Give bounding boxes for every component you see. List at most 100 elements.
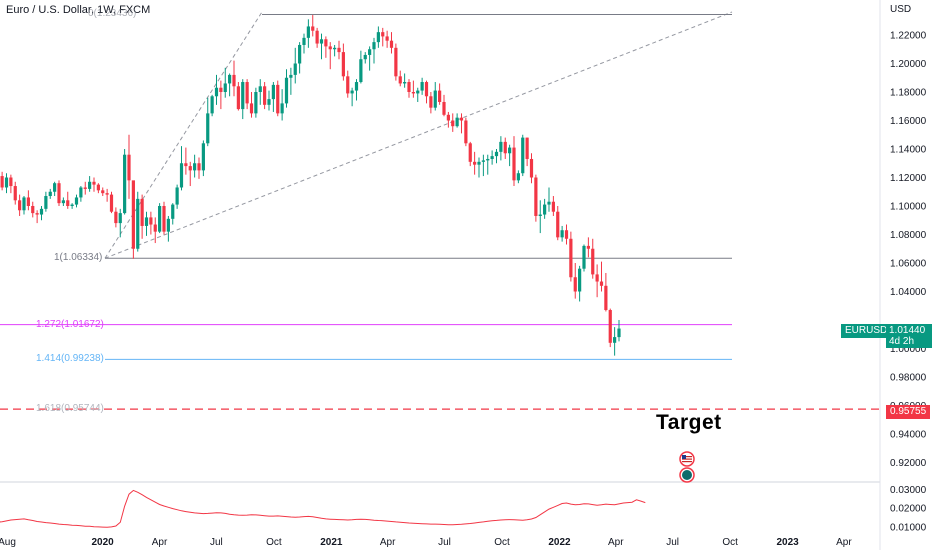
time-tick-label: Apr xyxy=(380,537,396,548)
candle xyxy=(223,67,227,98)
candle-body xyxy=(74,197,79,205)
candle-body xyxy=(114,211,118,224)
fib-level-label: 1.414(0.99238) xyxy=(36,353,104,365)
candle-body xyxy=(569,238,573,278)
candle-body xyxy=(560,230,564,238)
candle xyxy=(420,77,424,95)
candle xyxy=(83,181,87,195)
candle xyxy=(433,82,437,111)
candle-body xyxy=(468,143,472,162)
candle-body xyxy=(315,30,319,44)
candle-body xyxy=(210,96,214,114)
candle-body xyxy=(219,87,223,92)
candle-body xyxy=(613,337,617,343)
candle xyxy=(193,154,197,178)
candle xyxy=(442,94,446,117)
candle-body xyxy=(53,183,57,192)
candle xyxy=(263,82,267,110)
candle xyxy=(109,191,114,214)
price-axis[interactable]: USD 1.22000 1.20000 1.18000 1.16000 1.14000 1.… xyxy=(890,4,927,533)
fib-level-label: 1.272(1.01672) xyxy=(36,318,104,330)
candle xyxy=(140,194,144,239)
candle xyxy=(547,187,551,212)
time-tick-label: Oct xyxy=(722,537,738,548)
candle-body xyxy=(508,147,512,154)
candle xyxy=(398,70,402,87)
candle-body xyxy=(385,36,389,41)
candle xyxy=(184,147,188,175)
candle-body xyxy=(459,117,464,121)
candle xyxy=(573,263,577,299)
candle-body xyxy=(201,143,205,171)
candle-body xyxy=(13,186,17,201)
candle-body xyxy=(494,151,499,157)
candle-body xyxy=(118,213,122,224)
candle xyxy=(171,203,175,225)
bar-countdown: 4d 2h xyxy=(889,336,915,347)
candle xyxy=(521,134,525,177)
fib-level-label: 1.618(0.95744) xyxy=(36,403,104,415)
candle-body xyxy=(0,176,4,188)
time-tick-label: Jul xyxy=(210,537,223,548)
candle xyxy=(438,83,442,105)
candle xyxy=(123,149,127,215)
candle xyxy=(473,151,477,175)
candle xyxy=(468,141,472,167)
candle-body xyxy=(184,163,188,167)
price-tick-label: 1.08000 xyxy=(890,230,927,241)
candle xyxy=(131,180,135,259)
candle-body xyxy=(324,39,328,47)
candle-body xyxy=(333,47,337,50)
candle xyxy=(162,201,166,235)
candle xyxy=(302,33,306,54)
price-tick-label: 1.00000 xyxy=(890,344,927,355)
candle-body xyxy=(311,26,315,31)
candle-body xyxy=(564,230,569,239)
candle-body xyxy=(18,200,22,211)
candle xyxy=(381,27,385,47)
candle-body xyxy=(254,92,258,114)
chart-title[interactable]: Euro / U.S. Dollar, 1W, FXCM xyxy=(6,4,151,16)
candle xyxy=(582,244,586,272)
candle-body xyxy=(214,87,219,97)
candle-body xyxy=(188,166,192,171)
candle-body xyxy=(131,180,135,249)
candle xyxy=(328,42,332,70)
candle xyxy=(543,198,547,219)
candle-body xyxy=(228,74,232,84)
candle xyxy=(92,177,96,192)
candle-body xyxy=(350,90,354,94)
candle-body xyxy=(48,191,52,197)
candle-body xyxy=(595,274,599,282)
candle xyxy=(201,140,205,177)
candle-body xyxy=(486,158,490,161)
candle xyxy=(424,80,429,104)
candle xyxy=(608,308,612,348)
candle xyxy=(66,191,70,209)
candle xyxy=(595,264,599,298)
candle xyxy=(604,272,608,312)
candle xyxy=(324,36,328,58)
time-tick-label: 2020 xyxy=(92,537,115,548)
candle-body xyxy=(521,137,525,174)
candle-body xyxy=(276,84,280,114)
candle xyxy=(175,184,179,209)
candle-body xyxy=(363,54,367,60)
candle-body xyxy=(547,201,551,205)
candle-body xyxy=(44,196,48,209)
eu-flag-icon[interactable] xyxy=(679,467,695,483)
price-tick-label: 0.92000 xyxy=(890,458,927,469)
candle xyxy=(70,203,74,209)
candle-body xyxy=(105,193,109,195)
us-flag-icon[interactable] xyxy=(679,451,695,467)
candle xyxy=(188,161,192,187)
time-axis[interactable]: Aug 2020 Apr Jul Oct 2021 Apr Jul Oct 2022 Apr Jul O… xyxy=(0,537,852,548)
price-tick-label: 0.94000 xyxy=(890,430,927,441)
candle-body xyxy=(433,90,437,108)
event-markers[interactable] xyxy=(678,451,696,485)
candle xyxy=(26,190,30,211)
candle xyxy=(18,194,22,216)
candle xyxy=(394,43,398,81)
candle xyxy=(118,208,122,238)
